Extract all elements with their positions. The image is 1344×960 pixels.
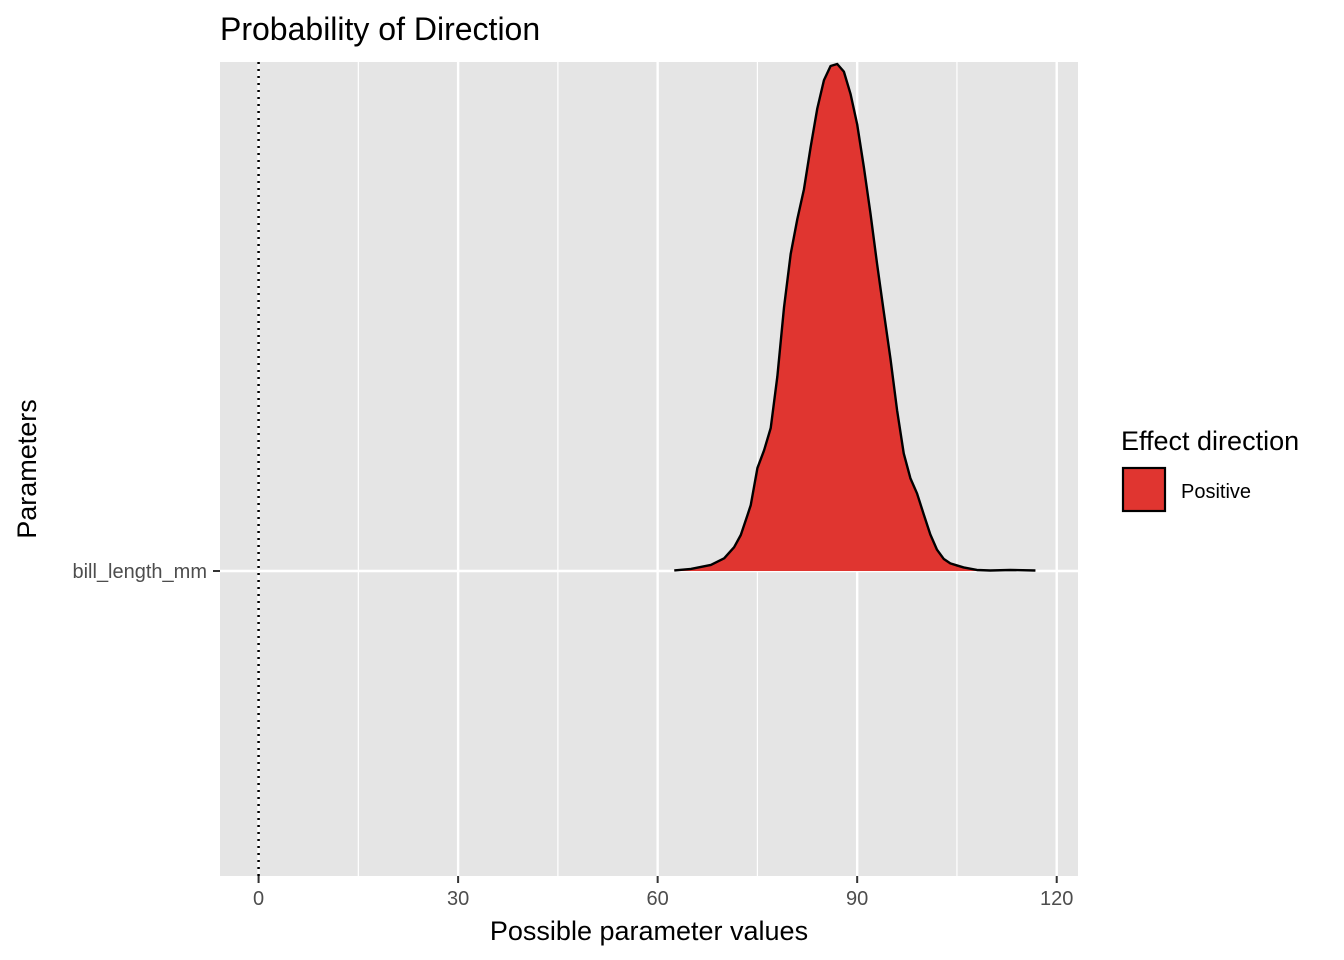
y-tick-label-bill_length_mm: bill_length_mm: [72, 561, 207, 583]
plot-panel: [220, 62, 1078, 876]
x-axis-title: Possible parameter values: [490, 916, 808, 946]
density-layer: [674, 62, 1036, 572]
legend-title: Effect direction: [1121, 426, 1299, 456]
legend-label-positive: Positive: [1181, 481, 1251, 503]
chart-title: Probability of Direction: [220, 11, 540, 47]
density-outline-positive: [674, 62, 1036, 572]
x-tick-label-90: 90: [846, 888, 868, 910]
y-axis: bill_length_mm: [72, 561, 220, 583]
y-axis-title: Parameters: [12, 399, 42, 539]
x-tick-label-120: 120: [1040, 888, 1073, 910]
legend: Effect direction Positive: [1121, 426, 1299, 513]
legend-key-positive: [1121, 466, 1167, 513]
density-fill-positive: [674, 64, 1036, 571]
x-tick-label-30: 30: [447, 888, 469, 910]
x-tick-label-60: 60: [647, 888, 669, 910]
x-axis: 0 30 60 90 120: [253, 876, 1073, 910]
x-tick-label-0: 0: [253, 888, 264, 910]
